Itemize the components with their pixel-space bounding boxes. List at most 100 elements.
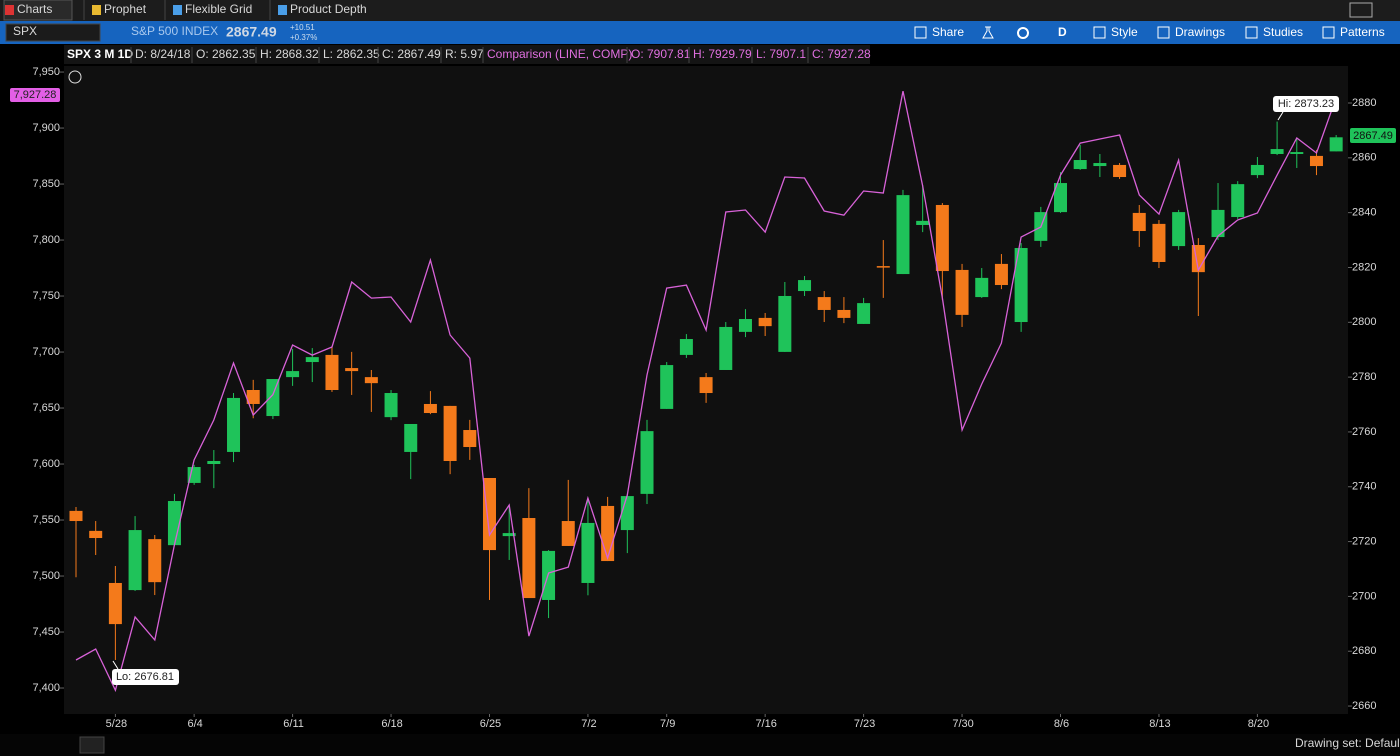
candle-body <box>738 319 752 332</box>
candle-body <box>975 277 989 298</box>
x-tick-label: 7/9 <box>660 718 675 730</box>
y2-tick-label: 7,650 <box>32 402 60 414</box>
x-tick-label: 7/30 <box>952 718 973 730</box>
y-tick-label: 2760 <box>1352 426 1376 438</box>
candle-body <box>719 326 733 370</box>
y-tick-label: 2780 <box>1352 371 1376 383</box>
x-tick-label: 6/18 <box>381 718 402 730</box>
settings-icon[interactable] <box>1017 27 1029 39</box>
toolbar-icon <box>1322 26 1335 39</box>
candle-body <box>227 397 241 452</box>
last-price-label: 2867.49 <box>1353 130 1393 142</box>
change-pct: +0.37% <box>290 33 317 42</box>
symbol[interactable]: SPX <box>13 24 37 38</box>
candle-body <box>128 530 142 591</box>
candle-body <box>148 539 162 583</box>
candle-body <box>1290 152 1304 154</box>
x-tick-label: 8/20 <box>1248 718 1269 730</box>
toolbar-button[interactable]: Patterns <box>1340 25 1385 39</box>
y-tick-label: 2740 <box>1352 481 1376 493</box>
info-field: O: 2862.35 <box>196 47 256 61</box>
toolbar-button[interactable]: D <box>1058 25 1067 39</box>
x-tick-label: 7/16 <box>755 718 776 730</box>
candle-body <box>699 377 713 394</box>
candle-body <box>1014 248 1028 323</box>
y2-tick-label: 7,450 <box>32 626 60 638</box>
status-bar <box>0 734 1400 756</box>
toolbar-button[interactable]: Share <box>932 25 964 39</box>
candle-body <box>89 530 103 539</box>
info-field: C: 2867.49 <box>382 47 441 61</box>
y2-tick-label: 7,850 <box>32 178 60 190</box>
candle-body <box>1270 149 1284 154</box>
candle-body <box>542 550 556 600</box>
tab-icon <box>173 5 182 15</box>
candle-body <box>1054 183 1067 213</box>
x-tick-label: 6/11 <box>283 718 304 730</box>
quote-bar <box>0 21 1400 44</box>
candle-body <box>423 403 437 414</box>
toolbar-icon <box>1157 26 1170 39</box>
info-field: D: 8/24/18 <box>135 47 191 61</box>
y2-tick-label: 7,400 <box>32 682 60 694</box>
y-tick-label: 2820 <box>1352 261 1376 273</box>
lo-box <box>112 669 179 685</box>
toolbar-button[interactable]: Style <box>1111 25 1138 39</box>
window-button[interactable] <box>1349 2 1373 18</box>
candle-body <box>108 582 122 625</box>
candle-body <box>817 297 831 310</box>
x-tick-label: 6/4 <box>187 718 202 730</box>
candle-body <box>896 195 910 275</box>
candle-body <box>1152 223 1166 262</box>
y-tick-label: 2800 <box>1352 316 1376 328</box>
toolbar-button[interactable]: Studies <box>1263 25 1303 39</box>
y2-tick-label: 7,950 <box>32 66 60 78</box>
comparison-field: H: 7929.79 <box>693 47 752 61</box>
comparison-title: Comparison (LINE, COMP) <box>487 47 632 61</box>
candle-body <box>778 295 792 352</box>
candle-body <box>916 220 930 225</box>
candle-body <box>660 365 674 409</box>
last-price-tag <box>1350 128 1396 143</box>
y2-tick-label: 7,700 <box>32 346 60 358</box>
x-tick-label: 7/2 <box>581 718 596 730</box>
hi-box <box>1273 96 1339 112</box>
info-field: R: 5.97 <box>445 47 484 61</box>
y2-tick-label: 7,550 <box>32 514 60 526</box>
tab-icon <box>92 5 101 15</box>
candle-body <box>443 405 457 461</box>
y2-tick-label: 7,750 <box>32 290 60 302</box>
alert-icon[interactable] <box>68 70 82 84</box>
comparison-field: O: 7907.81 <box>631 47 691 61</box>
candle-body <box>1309 155 1323 167</box>
tab-active[interactable] <box>3 0 73 21</box>
candle-body <box>345 368 359 372</box>
candle-body <box>482 477 496 551</box>
tab[interactable]: Charts <box>17 2 52 16</box>
candle-body <box>1132 212 1146 232</box>
tab[interactable]: Product Depth <box>290 2 367 16</box>
toolbar-icon <box>1093 26 1106 39</box>
candle-body <box>857 303 871 324</box>
candle-body <box>581 522 595 583</box>
candle-body <box>246 390 260 404</box>
candle-body <box>364 377 378 384</box>
flask-icon[interactable] <box>982 26 994 39</box>
y2-tick-label: 7,800 <box>32 234 60 246</box>
y-tick-label: 2660 <box>1352 700 1376 712</box>
candle-body <box>1250 164 1264 176</box>
tab[interactable]: Flexible Grid <box>185 2 252 16</box>
y2-tick-label: 7,600 <box>32 458 60 470</box>
comparison-price: 7,927.28 <box>14 89 57 101</box>
toolbar-button[interactable]: Drawings <box>1175 25 1225 39</box>
collapse-button[interactable] <box>79 736 105 754</box>
y2-tick-label: 7,900 <box>32 122 60 134</box>
tab[interactable]: Prophet <box>104 2 147 16</box>
candle-body <box>1073 160 1087 170</box>
candle-body <box>994 263 1008 286</box>
symbol-box[interactable] <box>5 23 101 42</box>
candle-body <box>286 371 300 378</box>
candle-body <box>404 423 418 452</box>
